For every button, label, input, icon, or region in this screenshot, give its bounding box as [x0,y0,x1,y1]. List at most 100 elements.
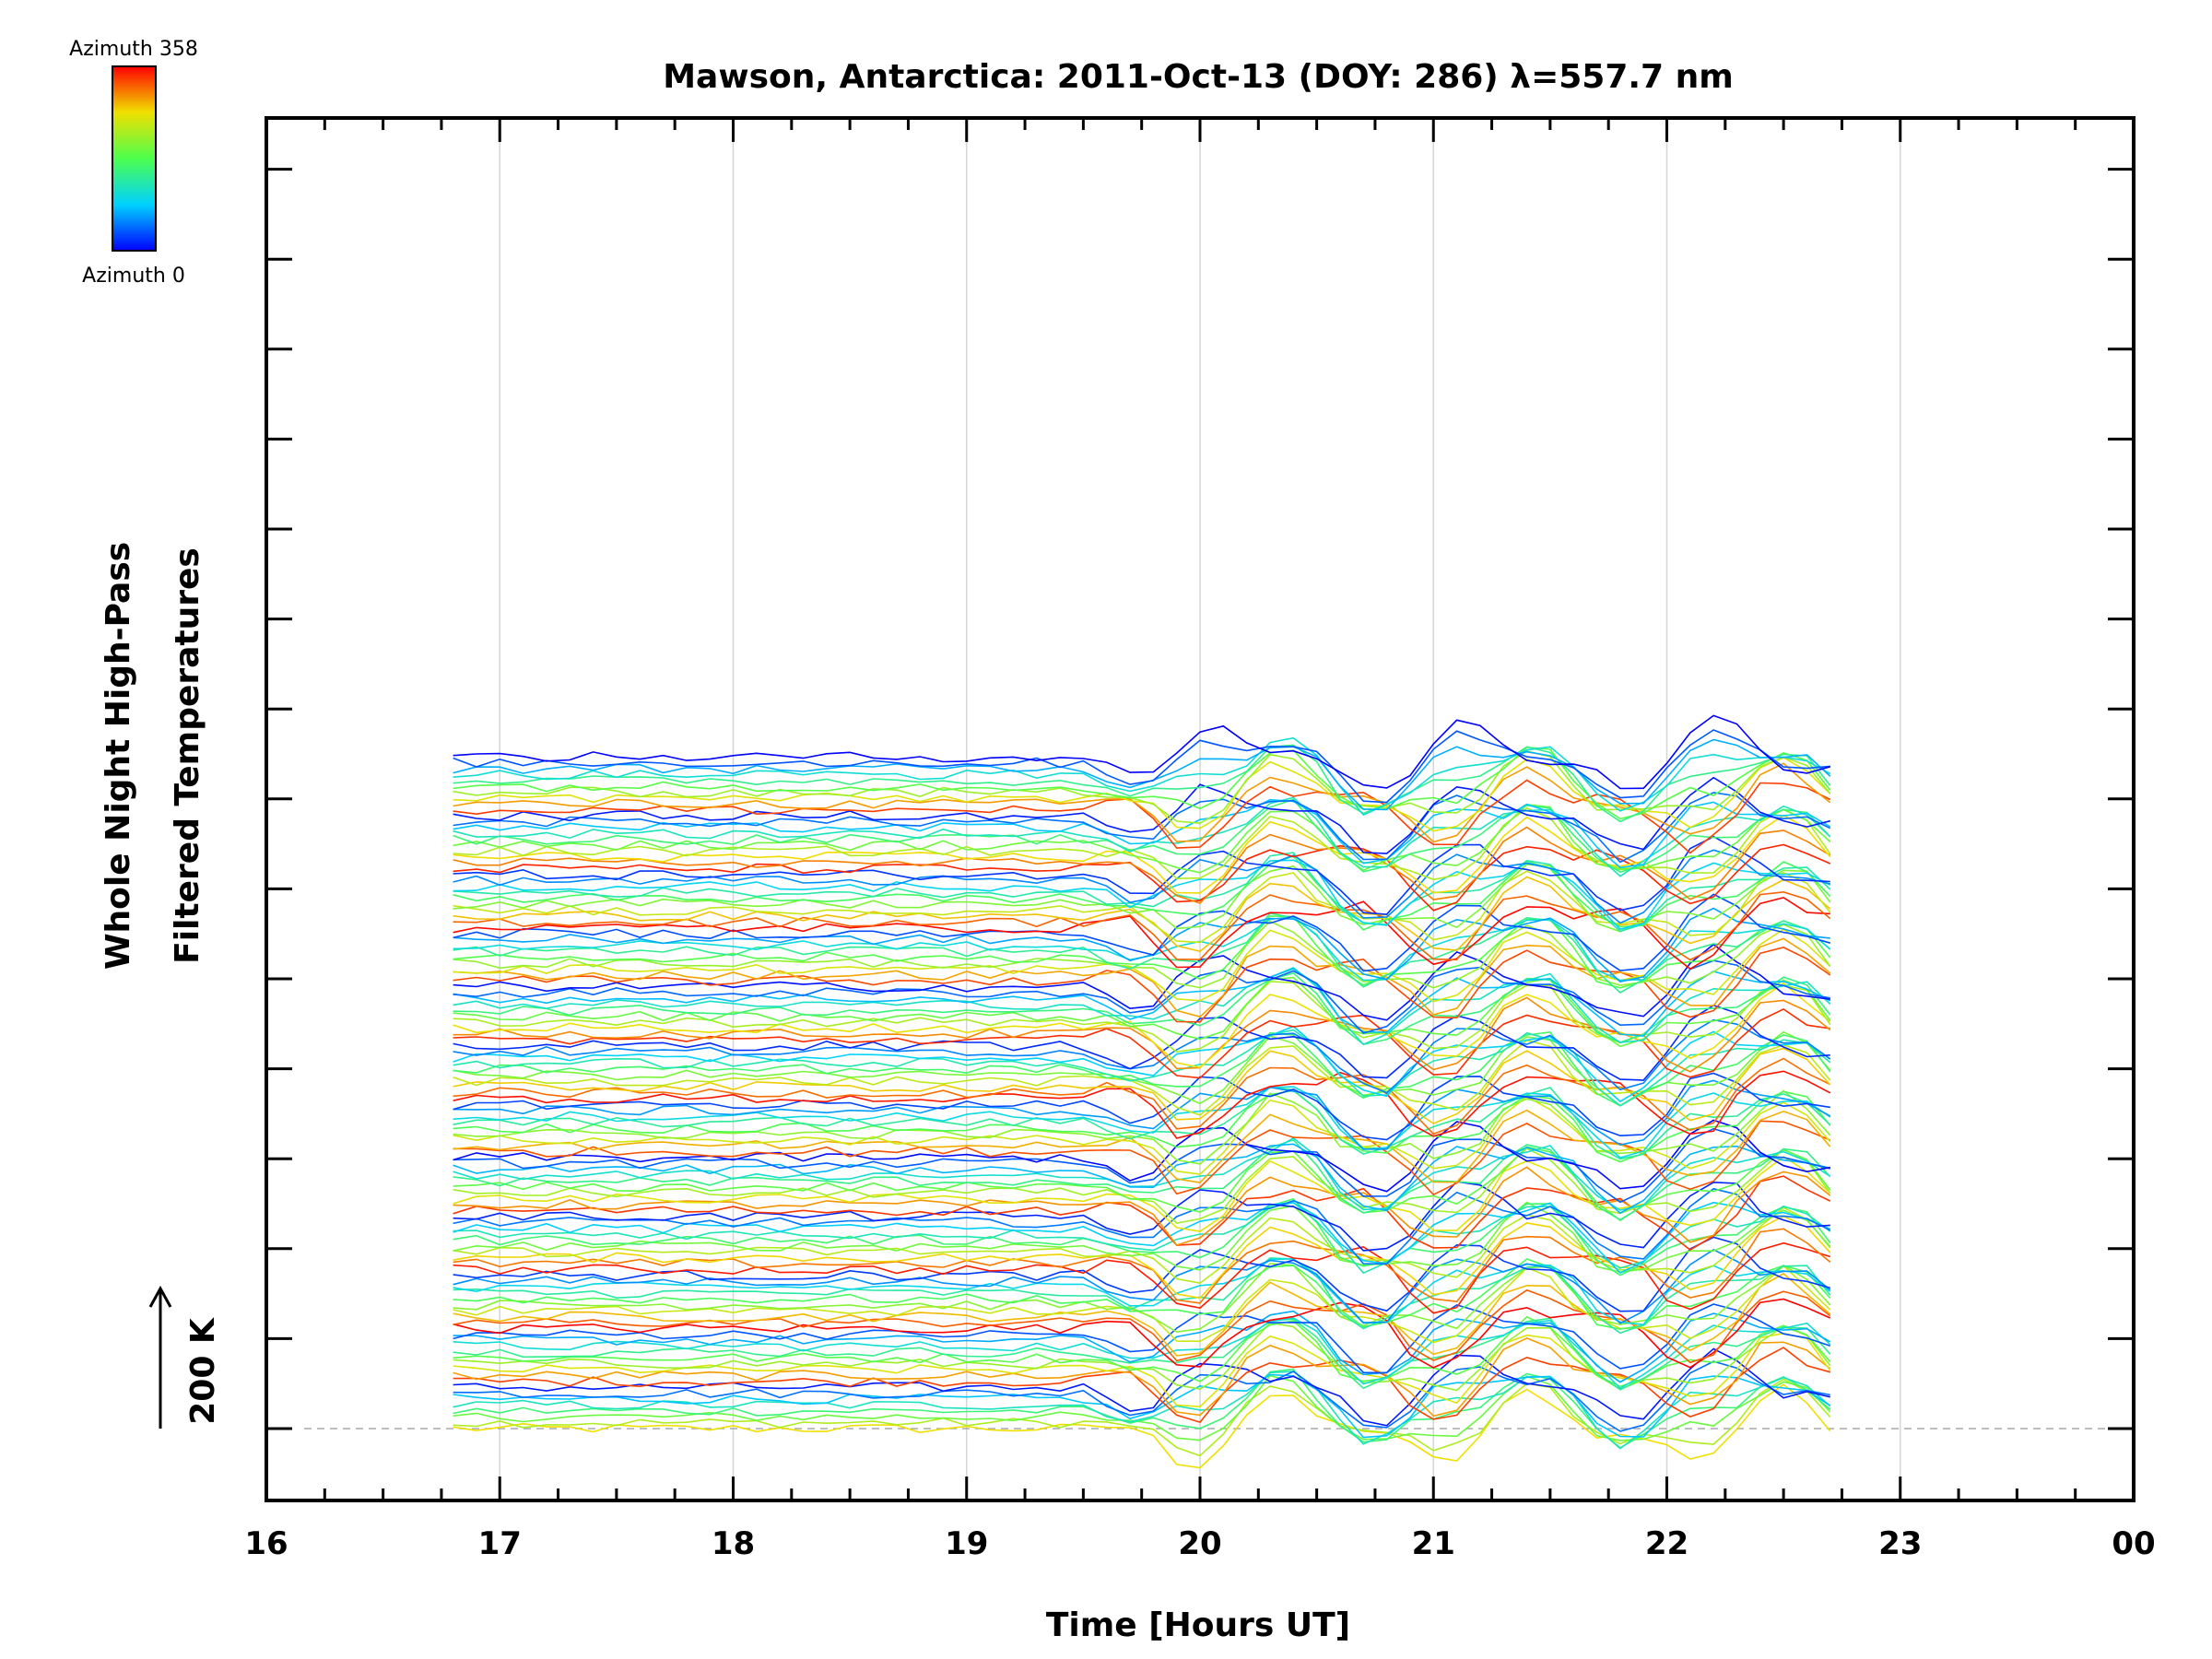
azimuth-trace [453,1248,1831,1324]
azimuth-trace [453,1127,1830,1204]
azimuth-trace [453,746,1831,820]
azimuth-trace [453,981,1831,1053]
azimuth-trace [453,1004,1830,1081]
azimuth-trace [453,776,1830,854]
azimuth-trace [453,1201,1831,1274]
azimuth-trace [453,912,1831,994]
azimuth-trace [453,1315,1831,1388]
azimuth-trace [453,859,1831,931]
azimuth-trace [453,1215,1831,1300]
scale-bar: 200 K [148,1285,222,1429]
azimuth-trace [453,1119,1830,1193]
x-tick-label: 18 [712,1525,755,1562]
x-tick-labels: 16 17 18 19 20 21 22 23 00 [244,1525,2155,1562]
azimuth-trace [453,937,1831,1018]
azimuth-trace [453,1175,1831,1252]
y-axis-label-line2: Filtered Temperatures [169,547,206,964]
azimuth-trace [453,1383,1831,1469]
azimuth-trace [453,1086,1831,1159]
chart-title: Mawson, Antarctica: 2011-Oct-13 (DOY: 28… [663,58,1734,96]
azimuth-trace [453,1079,1831,1150]
y-axis-label-line1: Whole Night High-Pass [100,542,137,970]
colorbar-bottom-label: Azimuth 0 [82,265,185,288]
azimuth-trace [453,1272,1831,1357]
azimuth-trace [453,1360,1830,1432]
x-tick-label: 23 [1878,1525,1922,1562]
azimuth-trace [453,966,1831,1046]
azimuth-trace [453,1030,1831,1107]
azimuth-trace [453,893,1831,972]
x-tick-label: 16 [244,1525,288,1562]
azimuth-trace [453,736,1831,817]
azimuth-trace [453,907,1830,982]
azimuth-trace [453,1201,1831,1275]
colorbar-top-label: Azimuth 358 [69,38,198,61]
azimuth-trace [453,1138,1831,1221]
azimuth-trace [453,1156,1831,1232]
azimuth-trace [453,1147,1831,1224]
azimuth-trace [453,1303,1831,1374]
azimuth-trace [453,1257,1831,1335]
azimuth-trace [453,792,1831,864]
azimuth-trace [453,1086,1831,1160]
series-group [453,714,1831,1469]
scale-arrow-head [148,1285,172,1308]
azimuth-trace [453,1258,1831,1330]
azimuth-trace [453,1288,1831,1364]
azimuth-trace [453,729,1830,804]
azimuth-trace [453,1109,1831,1183]
azimuth-trace [453,744,1831,823]
azimuth-trace [453,1347,1830,1427]
azimuth-trace [453,1378,1831,1457]
colorbar: Azimuth 358 Azimuth 0 [69,38,198,288]
azimuth-trace [453,920,1831,989]
azimuth-trace [453,1181,1830,1252]
azimuth-trace [453,1201,1831,1274]
x-axis-label: Time [Hours UT] [1046,1606,1350,1644]
azimuth-trace [453,738,1831,811]
azimuth-trace [453,943,1830,1021]
azimuth-trace [453,806,1831,881]
azimuth-trace [453,1337,1831,1418]
azimuth-trace [453,1018,1831,1094]
azimuth-trace [453,1072,1830,1141]
ticks [265,118,2136,1500]
azimuth-trace [453,1310,1831,1383]
azimuth-trace [453,1187,1831,1265]
azimuth-trace [453,1197,1831,1277]
azimuth-trace [453,1374,1831,1441]
azimuth-trace [453,1025,1831,1103]
azimuth-trace [453,849,1830,924]
azimuth-trace [453,762,1831,843]
azimuth-trace [453,855,1831,931]
azimuth-trace [453,798,1831,874]
x-tick-label: 19 [945,1525,988,1562]
azimuth-trace [453,1089,1831,1165]
azimuth-trace [453,971,1831,1045]
azimuth-trace [453,804,1831,874]
azimuth-trace [453,1057,1831,1135]
azimuth-trace [453,870,1831,944]
azimuth-trace [453,1146,1831,1222]
azimuth-trace [453,1257,1831,1326]
azimuth-trace [453,976,1831,1048]
azimuth-trace [453,996,1831,1073]
azimuth-trace [453,779,1831,854]
azimuth-trace [453,749,1831,825]
azimuth-trace [453,1263,1831,1333]
azimuth-trace [453,798,1831,869]
scale-label: 200 K [184,1317,222,1425]
azimuth-trace [453,864,1831,933]
azimuth-trace [453,835,1830,915]
x-tick-label: 20 [1178,1525,1221,1562]
azimuth-trace [453,896,1830,971]
azimuth-trace [453,959,1830,1034]
azimuth-trace [453,1373,1831,1439]
x-tick-label: 22 [1645,1525,1688,1562]
colorbar-gradient [112,65,157,252]
azimuth-trace [453,1143,1830,1215]
azimuth-trace [453,843,1831,912]
azimuth-trace [453,852,1831,933]
azimuth-trace [453,1070,1831,1139]
